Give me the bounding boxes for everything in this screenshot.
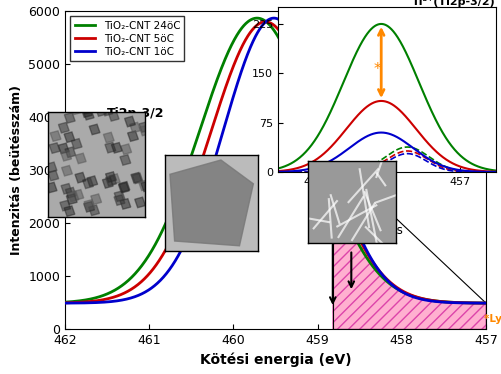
Text: *Lyuk elfordulása: *Lyuk elfordulása	[484, 314, 501, 324]
Polygon shape	[103, 132, 114, 143]
Text: Ti³⁺(Ti2p-3/2): Ti³⁺(Ti2p-3/2)	[412, 0, 496, 7]
Polygon shape	[61, 150, 72, 161]
Polygon shape	[131, 172, 142, 183]
Polygon shape	[139, 180, 149, 191]
Polygon shape	[120, 199, 131, 209]
Polygon shape	[102, 105, 113, 116]
Text: Illesztés: Illesztés	[356, 224, 403, 237]
Polygon shape	[120, 155, 131, 165]
Polygon shape	[66, 194, 77, 204]
Polygon shape	[132, 173, 143, 184]
Polygon shape	[81, 107, 92, 117]
Polygon shape	[89, 124, 100, 135]
Polygon shape	[128, 131, 138, 141]
Polygon shape	[68, 191, 79, 202]
Polygon shape	[105, 142, 116, 153]
Polygon shape	[71, 104, 82, 115]
Polygon shape	[106, 175, 116, 186]
Polygon shape	[109, 174, 120, 184]
Text: *: *	[374, 62, 382, 77]
Polygon shape	[89, 205, 99, 215]
Text: Ti2p-3/2: Ti2p-3/2	[107, 107, 165, 120]
Polygon shape	[84, 202, 95, 212]
Polygon shape	[61, 184, 72, 194]
Polygon shape	[119, 181, 130, 192]
Polygon shape	[58, 143, 69, 154]
Polygon shape	[111, 142, 122, 153]
Polygon shape	[108, 111, 119, 121]
Polygon shape	[141, 181, 152, 191]
Polygon shape	[135, 197, 145, 208]
Polygon shape	[96, 106, 106, 116]
Polygon shape	[50, 131, 61, 141]
Polygon shape	[49, 143, 60, 153]
Polygon shape	[66, 187, 76, 198]
Polygon shape	[125, 116, 135, 127]
Polygon shape	[75, 172, 86, 183]
Polygon shape	[48, 170, 59, 181]
Polygon shape	[83, 110, 94, 120]
X-axis label: Kötési energia (eV): Kötési energia (eV)	[200, 353, 351, 367]
Polygon shape	[60, 200, 71, 211]
Polygon shape	[106, 172, 116, 182]
Polygon shape	[139, 122, 150, 132]
Polygon shape	[121, 144, 132, 154]
Polygon shape	[46, 162, 57, 172]
Polygon shape	[46, 182, 57, 193]
Polygon shape	[139, 125, 150, 136]
Polygon shape	[84, 200, 95, 210]
Legend: TiO₂-CNT 24öC, TiO₂-CNT 5öC, TiO₂-CNT 1öC: TiO₂-CNT 24öC, TiO₂-CNT 5öC, TiO₂-CNT 1ö…	[70, 16, 184, 61]
Polygon shape	[87, 176, 98, 186]
Polygon shape	[102, 178, 113, 188]
Polygon shape	[130, 122, 141, 133]
Polygon shape	[170, 160, 254, 246]
Y-axis label: Intenzitás (beütésszám): Intenzitás (beütésszám)	[10, 85, 23, 255]
Polygon shape	[83, 178, 93, 188]
Polygon shape	[118, 183, 129, 193]
Polygon shape	[91, 194, 102, 205]
Polygon shape	[75, 153, 86, 164]
Polygon shape	[64, 206, 75, 216]
Polygon shape	[71, 139, 82, 149]
Polygon shape	[62, 166, 72, 176]
Polygon shape	[59, 122, 69, 133]
Polygon shape	[64, 132, 75, 142]
Polygon shape	[65, 147, 76, 157]
Polygon shape	[114, 191, 125, 202]
Polygon shape	[64, 113, 75, 123]
Polygon shape	[114, 195, 125, 205]
Polygon shape	[73, 190, 84, 200]
Polygon shape	[82, 104, 93, 114]
